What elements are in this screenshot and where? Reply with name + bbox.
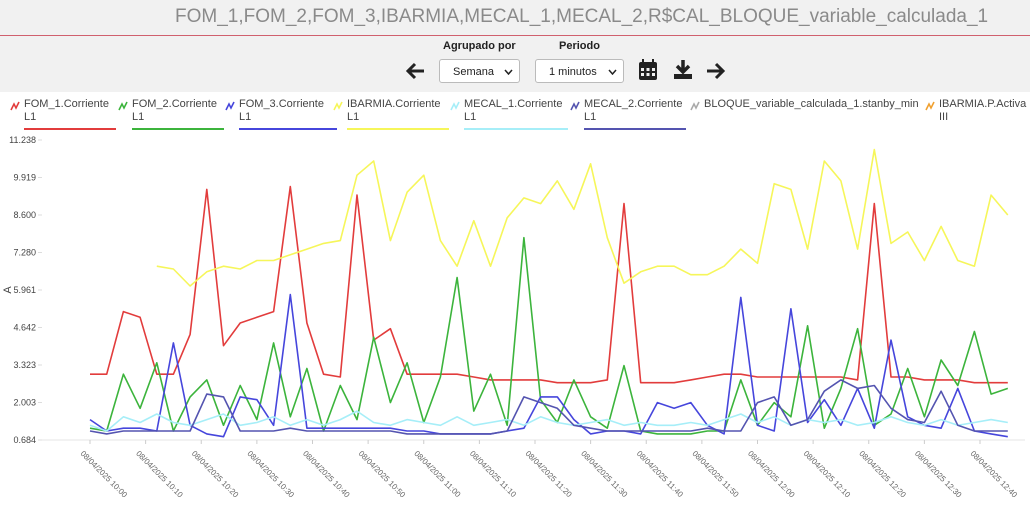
period-select[interactable]: 1 minutos	[535, 59, 624, 83]
legend-swatch	[132, 128, 224, 130]
toolbar: FOM_1,FOM_2,FOM_3,IBARMIA,MECAL_1,MECAL_…	[0, 0, 1030, 92]
legend-item[interactable]: IBARMIA.P.Activa III	[925, 98, 1029, 124]
group-value: Semana	[453, 66, 494, 78]
prev-button[interactable]	[404, 61, 426, 81]
legend-icon	[225, 101, 235, 111]
legend-swatch	[239, 128, 337, 130]
y-tick-label: 0.684	[13, 435, 36, 445]
x-tick-label: 08/04/2025 11:20	[524, 449, 574, 499]
series-line	[89, 293, 1008, 438]
legend-label: FOM_3.Corriente L1	[239, 98, 324, 123]
x-tick-label: 08/04/2025 11:10	[468, 449, 518, 499]
x-tick-label: 08/04/2025 12:30	[913, 449, 964, 500]
legend-label: MECAL_2.Corriente L1	[584, 98, 683, 123]
series-line	[89, 236, 1009, 435]
legend-icon	[333, 101, 343, 111]
series-line	[89, 379, 1008, 435]
legend-item[interactable]: FOM_2.Corriente L1	[118, 98, 224, 130]
x-tick-label: 08/04/2025 11:30	[579, 449, 629, 499]
legend-item[interactable]: IBARMIA.Corriente L1	[333, 98, 449, 130]
y-tick-label: 8.600	[13, 210, 36, 220]
x-tick-label: 08/04/2025 12:20	[857, 449, 908, 500]
legend-item[interactable]: MECAL_2.Corriente L1	[570, 98, 686, 130]
group-select[interactable]: Semana	[439, 59, 520, 83]
legend-label: IBARMIA.Corriente L1	[347, 98, 441, 123]
series-line	[156, 148, 1009, 287]
y-tick-label: 7.280	[13, 248, 36, 258]
period-value: 1 minutos	[549, 66, 597, 78]
group-label: Agrupado por	[443, 40, 516, 52]
legend-label: FOM_1.Corriente L1	[24, 98, 109, 123]
legend-icon	[570, 101, 580, 111]
x-tick-label: 08/04/2025 12:10	[802, 449, 853, 500]
legend-label: IBARMIA.P.Activa III	[939, 98, 1027, 123]
legend-swatch	[584, 128, 686, 130]
legend-icon	[925, 101, 935, 111]
series-line	[89, 410, 1008, 432]
x-tick-label: 08/04/2025 12:00	[746, 449, 797, 500]
y-tick-label: 5.961	[13, 285, 36, 295]
x-tick-label: 08/04/2025 10:00	[79, 449, 130, 500]
legend-icon	[450, 101, 460, 111]
download-button[interactable]	[673, 59, 693, 81]
x-tick-label: 08/04/2025 11:40	[635, 449, 685, 499]
page-title: FOM_1,FOM_2,FOM_3,IBARMIA,MECAL_1,MECAL_…	[175, 6, 989, 27]
legend: FOM_1.Corriente L1 FOM_2.Corriente L1 FOM_…	[0, 96, 1030, 136]
x-tick-label: 08/04/2025 10:50	[357, 449, 408, 500]
legend-swatch	[464, 128, 568, 130]
calendar-button[interactable]	[638, 59, 658, 81]
legend-icon	[690, 101, 700, 111]
next-button[interactable]	[705, 61, 727, 81]
legend-icon	[10, 101, 20, 111]
x-tick-label: 08/04/2025 11:50	[690, 449, 740, 499]
legend-icon	[118, 101, 128, 111]
x-tick-label: 08/04/2025 10:10	[134, 449, 185, 500]
y-axis-label: A	[2, 286, 14, 294]
y-tick-label: 2.003	[13, 398, 36, 408]
legend-item[interactable]: FOM_1.Corriente L1	[10, 98, 116, 130]
legend-item[interactable]: FOM_3.Corriente L1	[225, 98, 337, 130]
legend-swatch	[24, 128, 116, 130]
legend-swatch	[347, 128, 449, 130]
y-tick-label: 9.919	[13, 172, 36, 182]
y-tick-label: 4.642	[13, 322, 36, 332]
x-tick-label: 08/04/2025 10:20	[190, 449, 241, 500]
y-tick-label: 3.323	[13, 360, 36, 370]
legend-item[interactable]: MECAL_1.Corriente L1	[450, 98, 568, 130]
y-tick-label: 11.238	[9, 135, 36, 145]
period-label: Periodo	[559, 40, 600, 52]
legend-label: FOM_2.Corriente L1	[132, 98, 217, 123]
x-tick-label: 08/04/2025 12:40	[969, 449, 1020, 500]
x-tick-label: 08/04/2025 11:00	[412, 449, 462, 499]
x-tick-label: 08/04/2025 10:40	[301, 449, 352, 500]
legend-label: MECAL_1.Corriente L1	[464, 98, 563, 123]
x-tick-label: 08/04/2025 10:30	[245, 449, 296, 500]
series-line	[90, 185, 1008, 384]
legend-item[interactable]: BLOQUE_variable_calculada_1.stanby_min	[690, 98, 922, 111]
legend-label: BLOQUE_variable_calculada_1.stanby_min	[704, 98, 919, 110]
divider	[0, 35, 1030, 36]
